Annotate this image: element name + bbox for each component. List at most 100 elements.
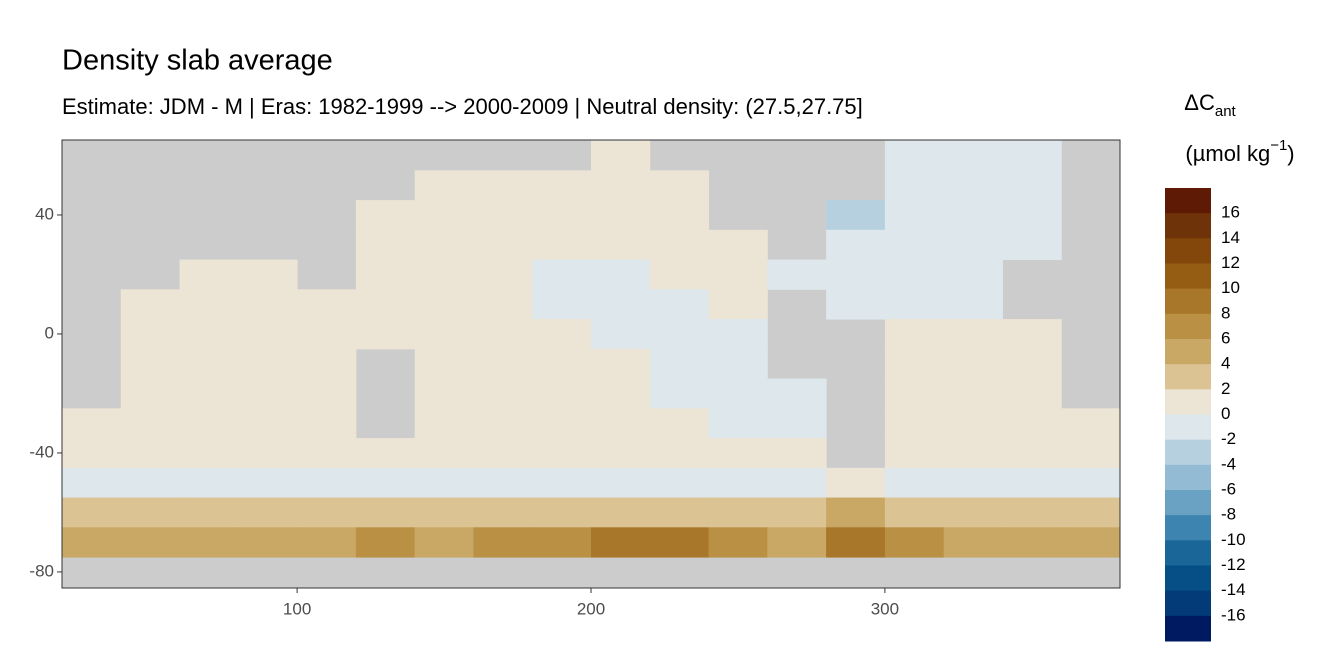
y-tick-label: 40 (35, 204, 54, 223)
legend-label: -6 (1221, 479, 1236, 498)
raster-cell (473, 200, 533, 231)
raster-cell (826, 229, 886, 261)
legend-label: -12 (1221, 555, 1246, 574)
raster-cell (120, 438, 181, 469)
legend-swatch (1165, 313, 1211, 340)
raster-cell (1002, 438, 1062, 469)
legend-swatch (1165, 464, 1211, 491)
raster-cell (473, 289, 533, 320)
raster-cell (473, 527, 533, 558)
legend-label: 10 (1221, 278, 1240, 297)
raster-cell (826, 259, 886, 290)
raster-cell (355, 259, 416, 290)
raster-cell (414, 319, 474, 350)
raster-cell (826, 200, 886, 231)
raster-cell (591, 319, 651, 350)
raster-cell (179, 259, 239, 290)
raster-cell (1002, 140, 1062, 171)
raster-cell (238, 438, 298, 469)
x-tick-label: 200 (577, 599, 605, 618)
raster-cell (708, 527, 768, 558)
raster-cell (708, 408, 768, 439)
legend-unit-sup: −1 (1270, 137, 1287, 154)
raster-cell (649, 229, 710, 261)
raster-cell (708, 259, 768, 290)
legend-label: 6 (1221, 328, 1230, 347)
raster-cell (62, 438, 122, 469)
raster-cell (473, 319, 533, 350)
raster-cell (179, 378, 239, 409)
legend-swatch (1165, 339, 1211, 365)
raster-cell (708, 348, 768, 380)
raster-cell (943, 497, 1003, 528)
raster-cell (884, 319, 945, 350)
raster-cell (943, 229, 1003, 261)
raster-cell (414, 497, 474, 528)
raster-cell (708, 289, 768, 320)
raster-cell (414, 467, 474, 499)
raster-cell (943, 527, 1003, 558)
raster-cell (238, 259, 298, 290)
legend-swatch (1165, 540, 1211, 566)
raster-cell (767, 259, 827, 290)
raster-cell (62, 527, 122, 558)
legend-label: 8 (1221, 303, 1230, 322)
legend-title-sub: ant (1215, 103, 1237, 120)
raster-cell (297, 319, 357, 350)
raster-cell (1061, 467, 1120, 499)
raster-cell (1061, 408, 1120, 439)
raster-cell (355, 527, 416, 558)
legend-label: -2 (1221, 429, 1236, 448)
raster-cell (532, 348, 592, 380)
legend-swatch (1165, 490, 1211, 516)
raster-cell (708, 229, 768, 261)
legend-swatch (1165, 288, 1211, 315)
raster-cell (943, 319, 1003, 350)
raster-cell (884, 229, 945, 261)
raster-cell (943, 348, 1003, 380)
raster-cell (943, 408, 1003, 439)
raster-cell (532, 408, 592, 439)
raster-cell (473, 259, 533, 290)
raster-cell (120, 348, 181, 380)
raster-cell (1002, 467, 1062, 499)
raster-cell (120, 497, 181, 528)
raster-cell (238, 408, 298, 439)
raster-cell (297, 408, 357, 439)
raster-cell (414, 170, 474, 201)
raster-cell (649, 259, 710, 290)
legend-label: 14 (1221, 228, 1240, 247)
raster-cell (179, 408, 239, 439)
raster-cell (532, 170, 592, 201)
raster-cell (238, 378, 298, 409)
legend-title-main: ΔC (1184, 90, 1215, 115)
chart-subtitle: Estimate: JDM - M | Eras: 1982-1999 --> … (62, 94, 863, 119)
raster-cell (767, 467, 827, 499)
raster-cell (1061, 438, 1120, 469)
raster-cell (591, 497, 651, 528)
raster-cell (649, 497, 710, 528)
raster-cell (649, 319, 710, 350)
raster-cell (238, 319, 298, 350)
raster-cell (826, 527, 886, 558)
raster-cell (355, 497, 416, 528)
raster-cell (649, 348, 710, 380)
raster-cell (767, 438, 827, 469)
raster-cell (591, 378, 651, 409)
legend-label: -10 (1221, 530, 1246, 549)
raster-cell (120, 467, 181, 499)
raster-cell (120, 408, 181, 439)
raster-cell (62, 497, 122, 528)
raster-cell (179, 289, 239, 320)
raster-cell (355, 229, 416, 261)
raster-cell (708, 438, 768, 469)
legend-label: -16 (1221, 605, 1246, 624)
raster (62, 140, 1120, 558)
raster-cell (473, 348, 533, 380)
raster-cell (355, 289, 416, 320)
legend-unit-close: ) (1287, 141, 1294, 166)
raster-cell (826, 497, 886, 528)
legend-label: 4 (1221, 354, 1230, 373)
